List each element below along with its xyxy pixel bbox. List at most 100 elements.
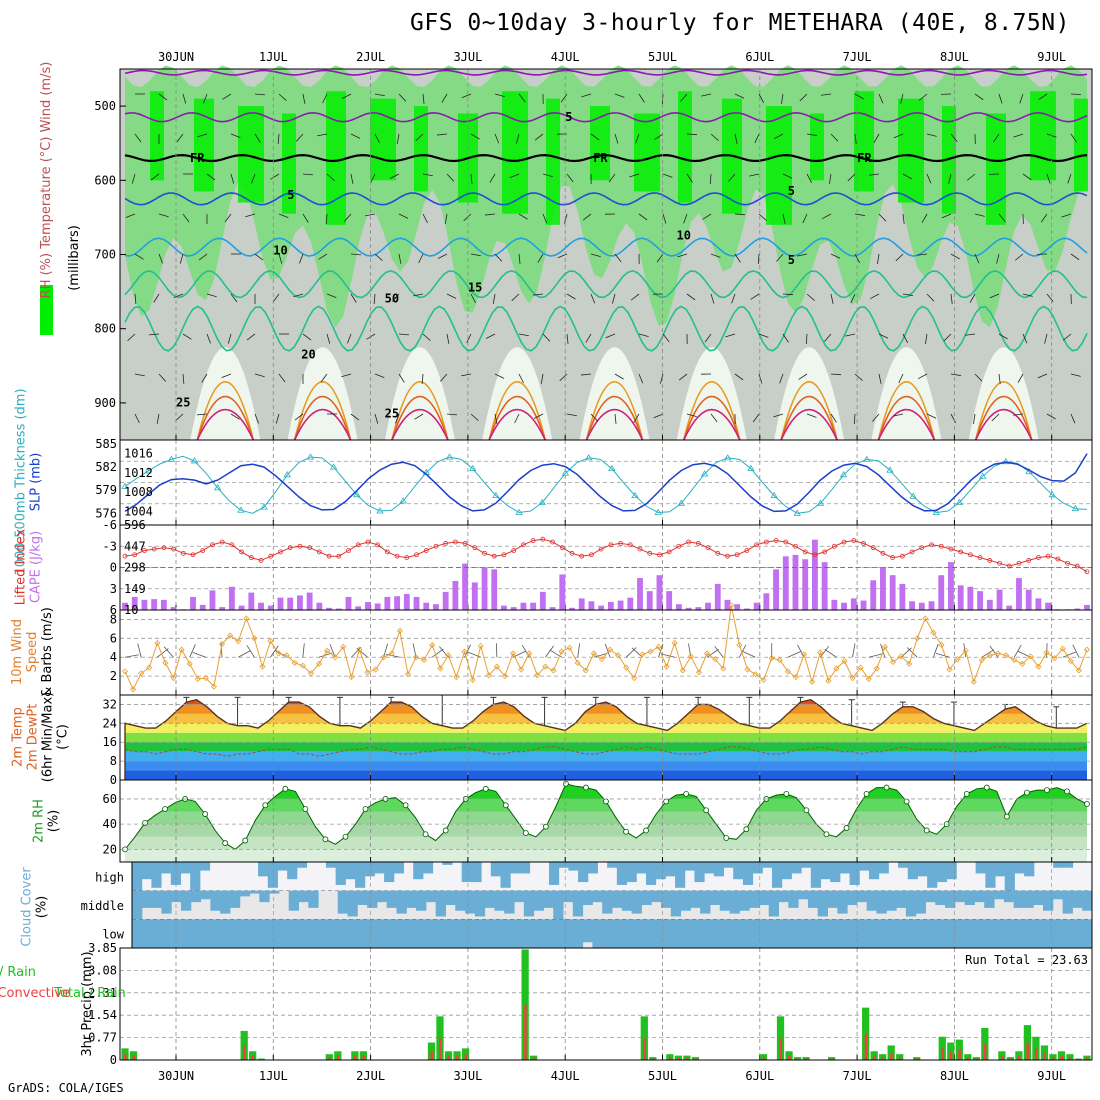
wind-marker	[792, 673, 800, 681]
wind-marker	[639, 651, 646, 658]
wind-barb	[799, 93, 808, 102]
li-marker	[987, 558, 993, 563]
wind-barb	[998, 373, 1001, 384]
wind-barb	[356, 647, 368, 658]
cloud-cell	[602, 890, 613, 914]
rh-marker	[903, 798, 910, 805]
wind-tick-label: 8	[110, 612, 117, 626]
cloud-row-label: middle	[81, 899, 124, 913]
cape-bar	[199, 604, 206, 610]
cape-tick-label: 149	[124, 582, 146, 596]
date-label-top: 2JUL	[356, 50, 385, 64]
li-marker	[715, 550, 721, 556]
wind-barb	[590, 133, 600, 141]
cape-bar	[753, 602, 760, 610]
wind-barb	[1046, 293, 1054, 303]
wind-barb	[230, 413, 240, 420]
li-marker	[948, 546, 954, 552]
cloud-cell	[641, 890, 652, 905]
cape-bar	[996, 589, 1003, 610]
wind-barb	[782, 293, 794, 296]
temp-bands	[125, 699, 1087, 780]
cloud-cell	[347, 890, 358, 917]
cloud-cell	[288, 890, 300, 911]
wind-barb	[540, 373, 544, 384]
precip-label: 3hr Precip (mm)Total / Rain	[53, 951, 126, 1056]
date-label-top: 3JUL	[453, 50, 482, 64]
wind-barb	[981, 649, 994, 658]
wind-barb	[542, 213, 548, 224]
cloud-cell	[396, 919, 407, 948]
cloud-cell	[927, 862, 938, 888]
cloud-cell	[199, 862, 211, 871]
axis-label: (%)	[47, 810, 62, 833]
wind-barb	[322, 93, 328, 104]
wind-barb	[998, 333, 1008, 340]
cloud-cell	[713, 862, 725, 877]
temp-tick-label: 32	[103, 697, 117, 711]
wind-barb	[854, 133, 857, 144]
rh-marker	[563, 780, 569, 787]
li-marker	[278, 549, 283, 555]
wind-marker	[671, 639, 678, 647]
li-marker	[686, 539, 691, 545]
wind-barb	[350, 413, 360, 421]
wind-marker	[388, 650, 395, 657]
thickness-marker	[538, 498, 546, 505]
cloud-cell	[607, 862, 618, 868]
date-label-top: 5JUL	[648, 50, 677, 64]
wind-marker	[348, 673, 355, 681]
wind-barb	[683, 213, 688, 224]
cape-li-label: Lifted Index CAPE (J/kg)	[14, 528, 44, 605]
li-marker	[132, 552, 138, 558]
cape-bar	[316, 602, 323, 610]
li-tick-label: -6	[103, 518, 117, 532]
wind-barb	[731, 293, 736, 304]
wind-barb	[902, 293, 913, 296]
li-marker	[239, 549, 245, 555]
cloud-cell	[742, 862, 754, 885]
cloud-cell	[558, 862, 569, 868]
cloud-cell	[190, 862, 201, 891]
thickness-marker	[863, 455, 871, 462]
cloud-cell	[709, 890, 721, 905]
wind-barb	[630, 293, 640, 301]
li-marker	[744, 548, 750, 553]
warm-contour	[293, 409, 352, 441]
thickness-marker	[886, 466, 894, 473]
wind-barb	[302, 93, 306, 104]
wind-barb	[635, 133, 640, 144]
wind-marker	[598, 656, 606, 663]
wind-barb	[805, 333, 808, 345]
thickness-marker	[723, 454, 732, 461]
cloud-cell	[762, 862, 773, 868]
cape-bar	[384, 596, 391, 610]
li-marker	[997, 560, 1002, 566]
wind-marker	[906, 660, 913, 667]
thickness-marker	[608, 464, 616, 472]
y-tick-label: 900	[94, 396, 116, 410]
cape-bar	[889, 575, 896, 610]
cloud-cell	[474, 919, 486, 948]
cape-bar	[918, 602, 925, 610]
wind-barb	[350, 133, 361, 139]
dewpoint-line	[124, 746, 1088, 757]
wind-barb	[325, 213, 328, 224]
thickness-marker	[747, 464, 755, 472]
rh-dry-dome	[482, 347, 553, 440]
wind-barb	[633, 413, 640, 423]
wind-barb	[277, 133, 280, 144]
cloud-cell	[298, 890, 309, 903]
cape-bar	[666, 591, 673, 610]
wind-marker	[744, 666, 751, 673]
li-marker	[326, 553, 332, 559]
wind-barb	[873, 133, 880, 143]
warm-contour	[877, 409, 936, 441]
date-label-bottom: 4JUL	[551, 1069, 580, 1083]
wind-marker	[1051, 655, 1058, 662]
cloud-cell	[190, 919, 202, 948]
cloud-label: Cloud Cover (%)	[20, 867, 50, 947]
rh-marker	[1003, 813, 1010, 820]
wind-barb	[230, 133, 241, 138]
li-marker	[268, 553, 274, 559]
